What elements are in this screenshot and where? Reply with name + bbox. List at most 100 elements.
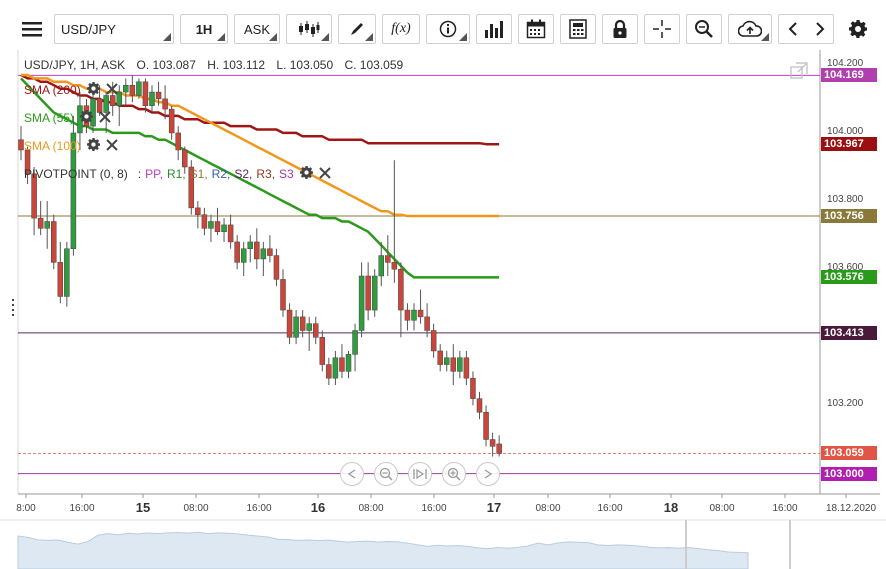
- timeframe-select[interactable]: 1H: [180, 14, 228, 44]
- candle-body[interactable]: [398, 268, 404, 311]
- candle-body[interactable]: [155, 91, 162, 100]
- candle-body[interactable]: [195, 207, 201, 215]
- candle-body[interactable]: [201, 214, 208, 229]
- candle-body[interactable]: [411, 309, 417, 321]
- legend-pivot[interactable]: PIVOTPOINT (0, 8) : PP, R1, S1, R2, S2, …: [24, 166, 331, 182]
- candle-body[interactable]: [182, 149, 188, 168]
- settings-button[interactable]: [842, 14, 874, 44]
- price-side-select[interactable]: ASK: [234, 14, 280, 44]
- candle-body[interactable]: [489, 439, 496, 447]
- close-icon[interactable]: [105, 138, 118, 154]
- expand-button[interactable]: [790, 62, 808, 80]
- indicators-button[interactable]: f(x): [382, 14, 420, 44]
- candle-body[interactable]: [437, 350, 443, 365]
- candle-body[interactable]: [240, 248, 247, 263]
- candle-body[interactable]: [103, 95, 109, 113]
- candle-body[interactable]: [162, 98, 168, 110]
- candle-body[interactable]: [227, 224, 234, 243]
- gear-icon[interactable]: [86, 138, 100, 154]
- candle-body[interactable]: [339, 357, 345, 372]
- lock-button[interactable]: [602, 14, 638, 44]
- candle-body[interactable]: [234, 241, 240, 263]
- zoom-out-button[interactable]: [374, 462, 398, 486]
- next-button[interactable]: [806, 21, 833, 37]
- candle-body[interactable]: [188, 166, 195, 209]
- crosshair-button[interactable]: [644, 14, 680, 44]
- candle-body[interactable]: [444, 357, 450, 365]
- prev-button[interactable]: [779, 21, 806, 37]
- candle-body[interactable]: [404, 309, 411, 321]
- info-button[interactable]: [426, 14, 470, 44]
- candle-body[interactable]: [168, 108, 175, 134]
- candle-body[interactable]: [70, 132, 77, 249]
- reset-view-button[interactable]: [408, 462, 432, 486]
- zoom-in-button[interactable]: [442, 462, 466, 486]
- candle-body[interactable]: [267, 248, 273, 256]
- candle-body[interactable]: [37, 217, 44, 229]
- candle-body[interactable]: [254, 241, 260, 260]
- candle-body[interactable]: [326, 364, 332, 379]
- candle-body[interactable]: [417, 309, 424, 318]
- candle-body[interactable]: [299, 316, 306, 331]
- candle-body[interactable]: [483, 412, 489, 440]
- candle-body[interactable]: [378, 255, 384, 277]
- gear-icon[interactable]: [80, 110, 94, 126]
- candle-body[interactable]: [365, 275, 371, 311]
- candle-body[interactable]: [286, 309, 293, 338]
- save-cloud-button[interactable]: [728, 14, 772, 44]
- chart-canvas[interactable]: [0, 50, 886, 569]
- candle-body[interactable]: [476, 398, 483, 413]
- legend-sma100[interactable]: SMA (100): [24, 138, 118, 154]
- candle-body[interactable]: [430, 330, 437, 352]
- candle-body[interactable]: [221, 224, 227, 232]
- zoom-button[interactable]: [686, 14, 722, 44]
- candle-body[interactable]: [175, 132, 181, 151]
- legend-sma55[interactable]: SMA (55): [24, 110, 111, 126]
- chart-type-button[interactable]: [286, 14, 332, 44]
- candle-body[interactable]: [123, 85, 129, 93]
- candle-body[interactable]: [96, 98, 103, 113]
- candle-body[interactable]: [136, 81, 142, 96]
- candle-body[interactable]: [24, 149, 31, 175]
- candle-body[interactable]: [57, 262, 64, 297]
- candle-body[interactable]: [385, 255, 391, 263]
- candle-body[interactable]: [208, 221, 214, 229]
- calculator-button[interactable]: [560, 14, 596, 44]
- close-icon[interactable]: [105, 82, 118, 98]
- symbol-select[interactable]: USD/JPY: [54, 14, 174, 44]
- legend-sma200[interactable]: SMA (200): [24, 82, 118, 98]
- candle-body[interactable]: [319, 337, 326, 365]
- candle-body[interactable]: [450, 357, 457, 372]
- candle-body[interactable]: [293, 316, 299, 338]
- candle-body[interactable]: [358, 275, 365, 331]
- menu-button[interactable]: [14, 14, 50, 44]
- gear-icon[interactable]: [86, 82, 100, 98]
- candle-body[interactable]: [142, 81, 149, 106]
- gear-icon[interactable]: [299, 166, 313, 182]
- candle-body[interactable]: [496, 443, 502, 454]
- candle-body[interactable]: [345, 354, 352, 372]
- candle-body[interactable]: [470, 377, 476, 399]
- candle-body[interactable]: [31, 173, 37, 219]
- candle-body[interactable]: [260, 248, 267, 260]
- candle-body[interactable]: [352, 330, 358, 355]
- candle-body[interactable]: [463, 357, 470, 379]
- close-icon[interactable]: [99, 110, 111, 126]
- candle-body[interactable]: [332, 357, 339, 379]
- candle-body[interactable]: [424, 316, 430, 331]
- candle-body[interactable]: [273, 255, 280, 280]
- candle-body[interactable]: [280, 279, 286, 311]
- candle-body[interactable]: [371, 275, 378, 311]
- candle-body[interactable]: [18, 139, 24, 151]
- candle-body[interactable]: [149, 91, 155, 106]
- candle-body[interactable]: [391, 262, 398, 270]
- candle-body[interactable]: [64, 248, 70, 297]
- close-icon[interactable]: [319, 166, 331, 182]
- candle-body[interactable]: [306, 323, 312, 331]
- candle-body[interactable]: [129, 85, 136, 96]
- draw-button[interactable]: [338, 14, 376, 44]
- volume-button[interactable]: [476, 14, 512, 44]
- candle-body[interactable]: [109, 95, 116, 106]
- candle-body[interactable]: [247, 241, 253, 249]
- candle-body[interactable]: [313, 323, 319, 338]
